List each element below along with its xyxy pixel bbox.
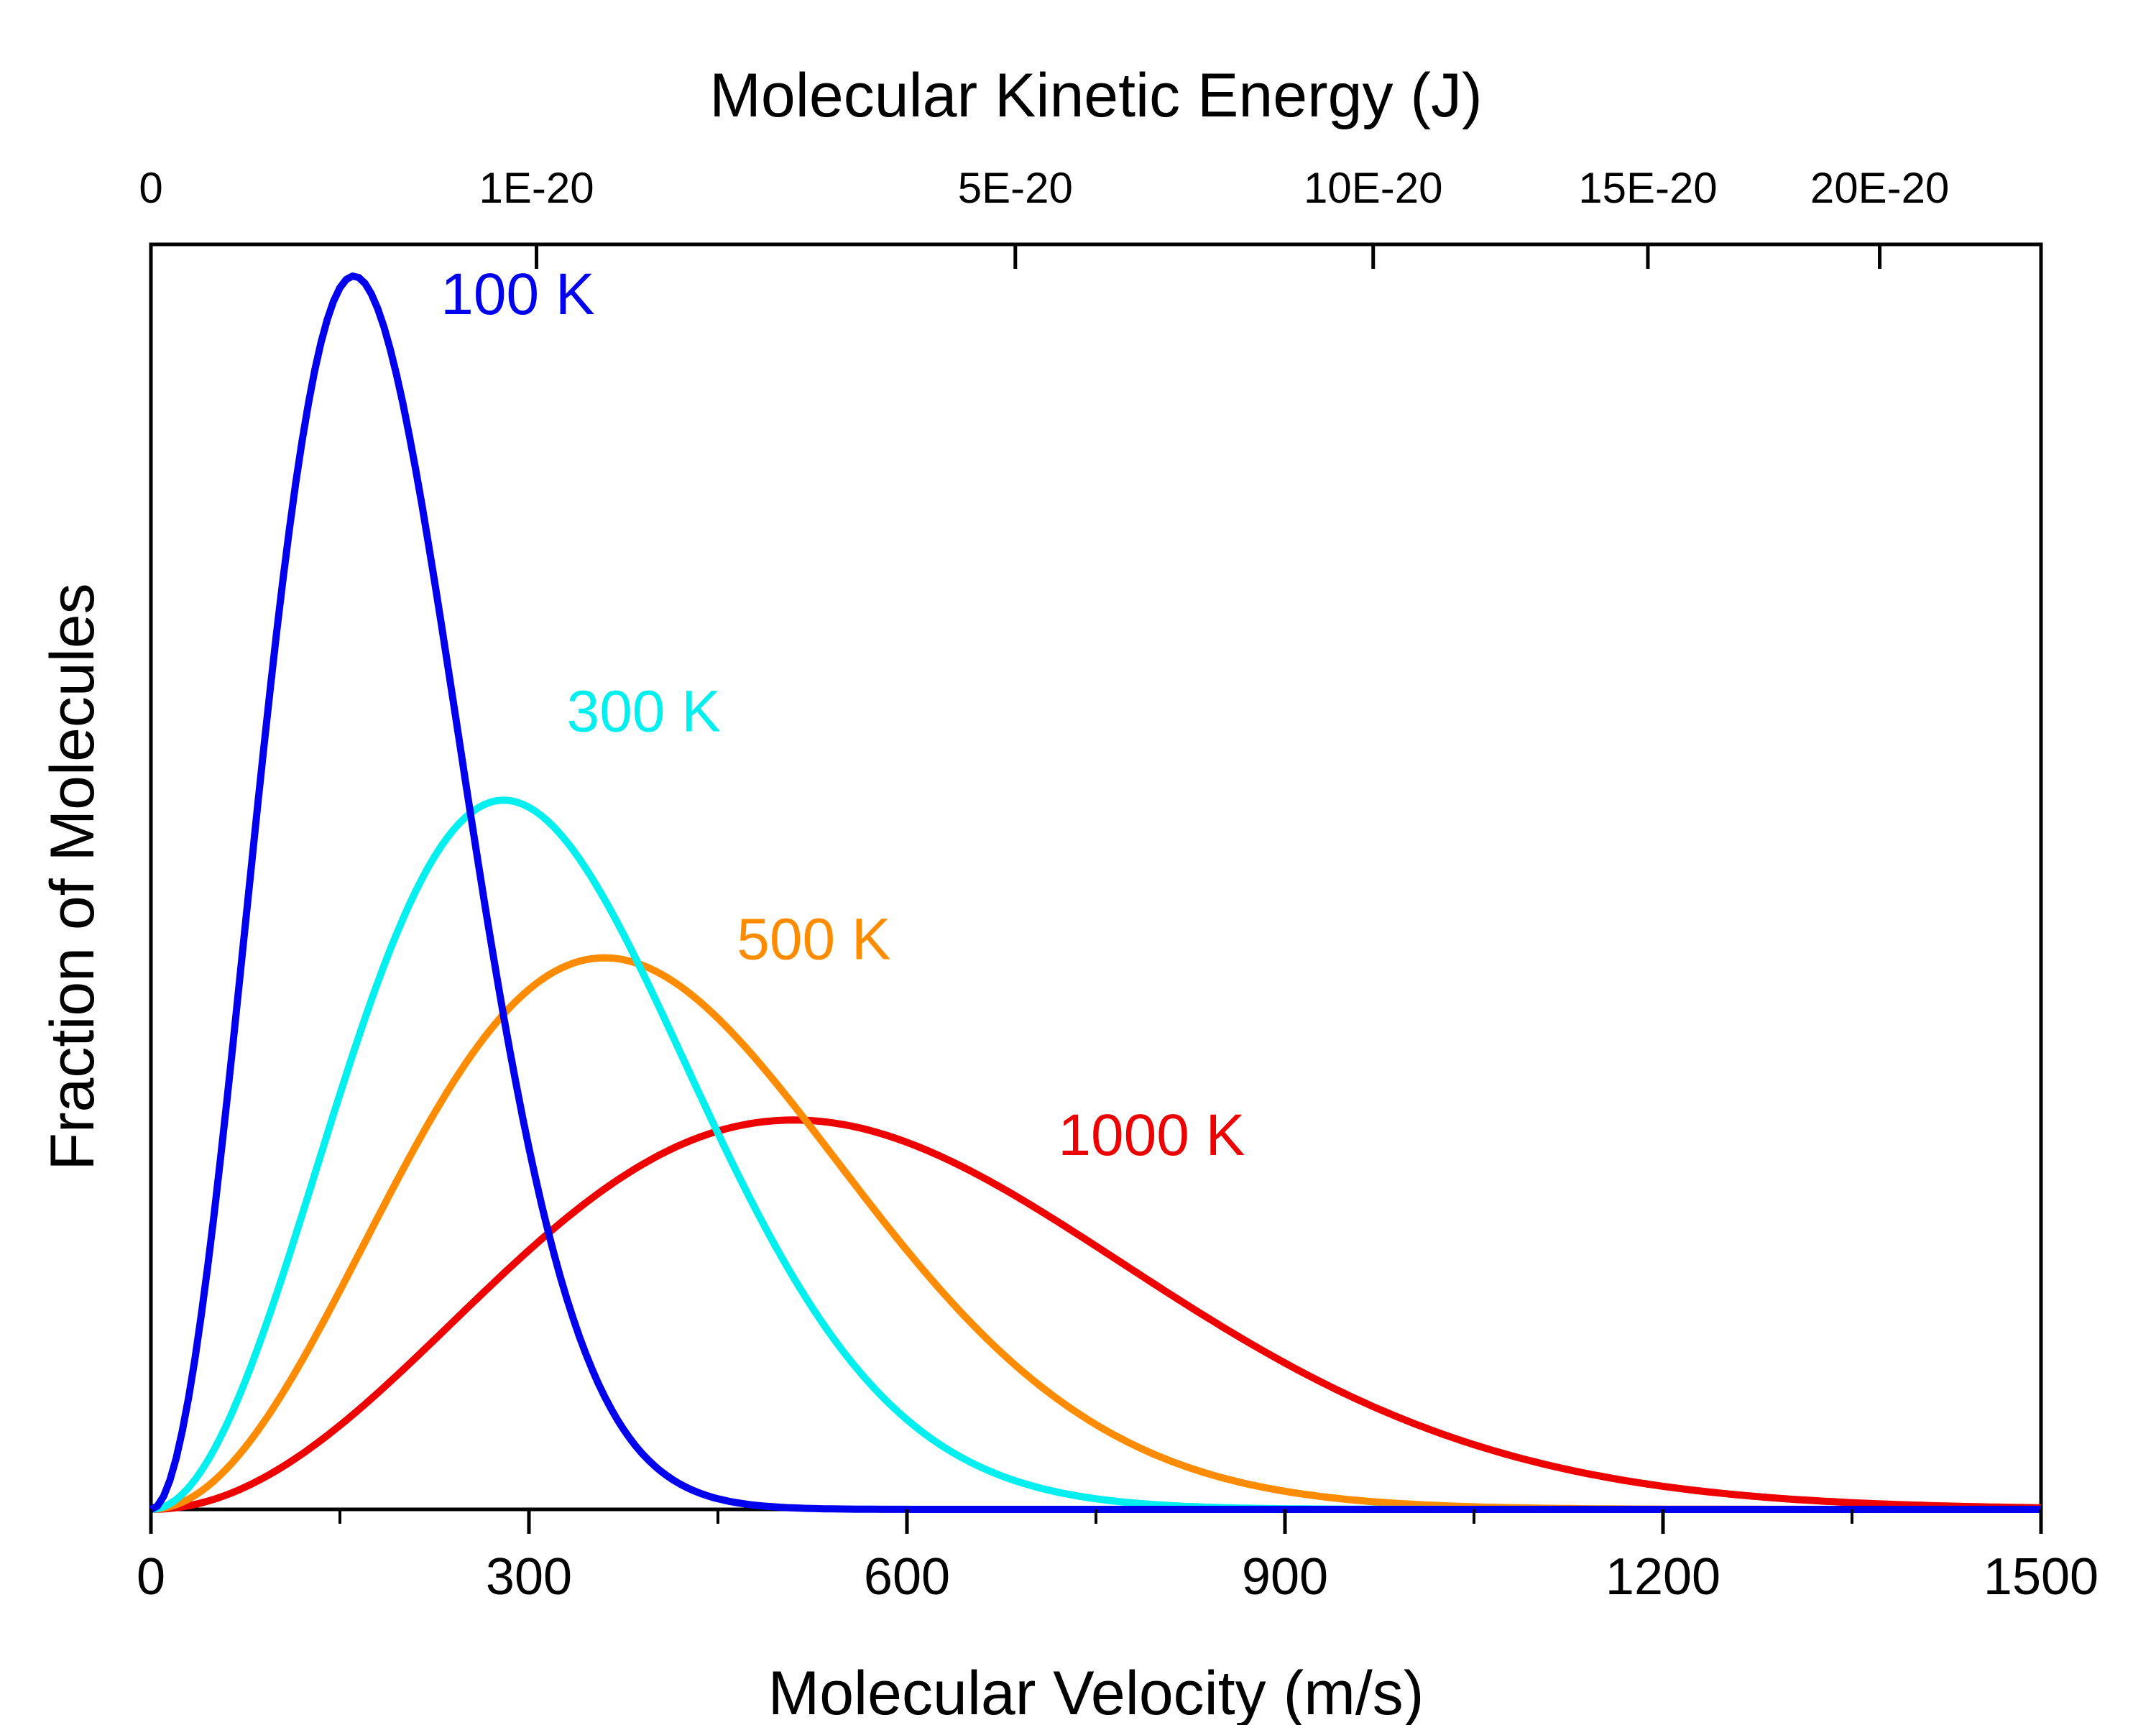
series-line-1000k: [150, 1116, 2042, 1513]
x-tick-label: 300: [486, 1548, 572, 1606]
top-axis-tick-label: 0: [139, 164, 162, 212]
series-line-100k: [149, 272, 2041, 1513]
series-layer: [149, 272, 2042, 1513]
ticks-layer: 0 300 600 900 1200 1500 0 1E-20 5E-20 10E-20 15E-2…: [137, 164, 2099, 1606]
x-tick-label: 600: [864, 1548, 950, 1606]
x-tick-label: 0: [137, 1548, 165, 1606]
x-tick-label: 1500: [1984, 1548, 2099, 1606]
series-labels: 100 K 300 K 500 K 1000 K: [441, 262, 1245, 1168]
series-label-1000k: 1000 K: [1058, 1103, 1245, 1168]
top-axis-tick-label: 20E-20: [1810, 164, 1949, 212]
x-tick-label: 900: [1242, 1548, 1328, 1606]
top-axis-title: Molecular Kinetic Energy (J): [709, 61, 1482, 130]
series-label-500k: 500 K: [737, 906, 890, 972]
x-tick-label: 1200: [1606, 1548, 1720, 1606]
x-axis-title: Molecular Velocity (m/s): [768, 1659, 1424, 1725]
top-axis-tick-label: 10E-20: [1304, 164, 1442, 212]
series-line-500k: [150, 954, 2041, 1513]
top-axis-tick-label: 1E-20: [479, 164, 594, 212]
top-axis-tick-label: 5E-20: [958, 164, 1073, 212]
series-label-300k: 300 K: [567, 679, 721, 745]
plot-area-border: [149, 242, 2043, 1512]
y-axis-title: Fraction of Molecules: [38, 583, 107, 1170]
series-label-100k: 100 K: [441, 262, 594, 327]
top-axis-tick-label: 15E-20: [1578, 164, 1717, 212]
plot-frame: [149, 242, 2043, 1512]
